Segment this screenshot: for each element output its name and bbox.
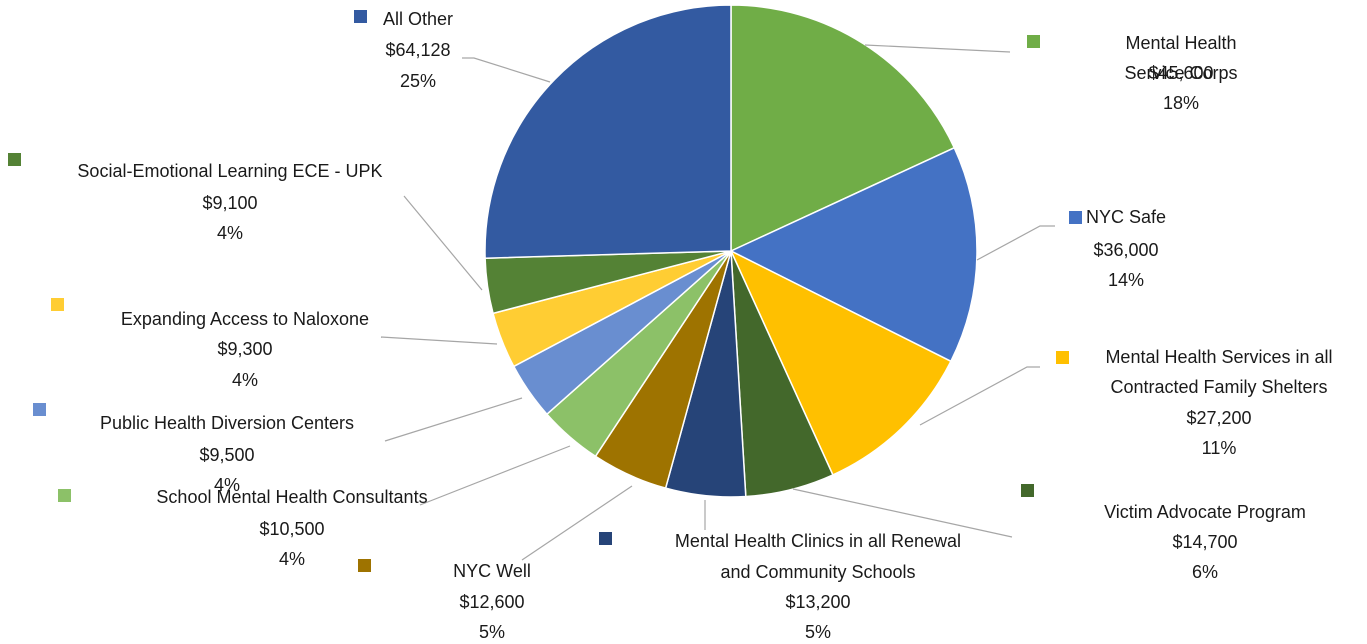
legend-swatch — [358, 559, 371, 572]
legend-swatch — [1021, 484, 1034, 497]
slice-value-label: $10,500 — [259, 519, 324, 539]
slice-label-group: Mental Health Clinics in all Renewal and … — [599, 500, 961, 642]
pie-slice-2 — [729, 249, 952, 476]
slice-percent-label: 5% — [805, 622, 831, 642]
slice-percent-label: 4% — [217, 223, 243, 243]
pie-slices — [484, 4, 978, 498]
legend-swatch — [1056, 351, 1069, 364]
slice-percent-label: 25% — [400, 71, 436, 91]
slice-value-label: $12,600 — [459, 592, 524, 612]
leader-line — [462, 57, 551, 83]
slice-category-label: Mental Health Clinics in all Renewal — [675, 531, 961, 551]
slice-percent-label: 4% — [279, 549, 305, 569]
slice-category-label: Expanding Access to Naloxone — [121, 309, 369, 329]
leader-line — [384, 397, 523, 442]
slice-category-label: Mental Health Services in all — [1105, 347, 1332, 367]
slice-percent-label: 4% — [232, 370, 258, 390]
slice-labels: Mental Health Service Corps$45,600 18% NYC … — [8, 9, 1333, 642]
slice-label-group: Victim Advocate Program $14,700 6% — [792, 484, 1306, 582]
slice-category-label: Public Health Diversion Centers — [100, 413, 354, 433]
slice-category-label: Contracted Family Shelters — [1110, 377, 1327, 397]
slice-value-label: $9,500 — [199, 445, 254, 465]
slice-value-label: $45,600 — [1148, 63, 1213, 83]
slice-label-group: Mental Health Service Corps$45,600 18% — [864, 33, 1238, 113]
slice-label-group: NYC Safe $36,000 14% — [976, 207, 1166, 290]
leader-line — [864, 44, 1011, 53]
pie-slice-0 — [730, 4, 956, 253]
slice-category-label: Victim Advocate Program — [1104, 502, 1306, 522]
slice-value-label: $9,300 — [217, 339, 272, 359]
slice-percent-label: 5% — [479, 622, 505, 642]
slice-value-label: $27,200 — [1186, 408, 1251, 428]
legend-swatch — [354, 10, 367, 23]
slice-category-label: Service Corps — [1124, 63, 1237, 83]
slice-category-label: School Mental Health Consultants — [156, 487, 427, 507]
slice-value-label: $64,128 — [385, 40, 450, 60]
legend-swatch — [599, 532, 612, 545]
slice-value-label: $13,200 — [785, 592, 850, 612]
pie-slice-10 — [484, 4, 732, 259]
slice-category-label: NYC Well — [453, 561, 531, 581]
slice-value-label: $14,700 — [1172, 532, 1237, 552]
leader-line — [403, 195, 483, 291]
slice-value-label: $36,000 — [1093, 240, 1158, 260]
legend-swatch — [8, 153, 21, 166]
slice-label-group: All Other $64,128 25% — [354, 9, 551, 91]
slice-label-group: Social-Emotional Learning ECE - UPK $9,10… — [8, 153, 483, 291]
legend-swatch — [51, 298, 64, 311]
slice-category-label: NYC Safe — [1086, 207, 1166, 227]
legend-swatch — [1027, 35, 1040, 48]
pie-slice-1 — [729, 146, 978, 363]
legend-swatch — [58, 489, 71, 502]
slice-label-group: School Mental Health Consultants $10,500 4… — [58, 445, 571, 569]
slice-percent-label: 14% — [1108, 270, 1144, 290]
slice-category-label: Mental Health — [1125, 33, 1236, 53]
slice-label-group: Mental Health Services in all Contracted … — [919, 347, 1333, 458]
slice-percent-label: 6% — [1192, 562, 1218, 582]
leader-line — [521, 485, 633, 561]
slice-percent-label: 4% — [214, 475, 240, 495]
legend-swatch — [33, 403, 46, 416]
legend-swatch — [1069, 211, 1082, 224]
slice-category-label: Social-Emotional Learning ECE - UPK — [77, 161, 382, 181]
slice-category-label: All Other — [383, 9, 453, 29]
slice-percent-label: 18% — [1163, 93, 1199, 113]
slice-category-label: and Community Schools — [720, 562, 915, 582]
leader-line — [919, 366, 1040, 426]
slice-label-group: Public Health Diversion Centers $9,500 4% — [33, 397, 523, 495]
leader-line — [380, 336, 498, 345]
leader-line — [419, 445, 571, 506]
slice-value-label: $9,100 — [202, 193, 257, 213]
slice-percent-label: 11% — [1202, 438, 1237, 458]
slice-label-group: NYC Well $12,600 5% — [358, 485, 633, 642]
leader-line — [976, 225, 1055, 261]
leader-line — [792, 488, 1013, 538]
slice-label-group: Expanding Access to Naloxone $9,300 4% — [51, 298, 498, 390]
